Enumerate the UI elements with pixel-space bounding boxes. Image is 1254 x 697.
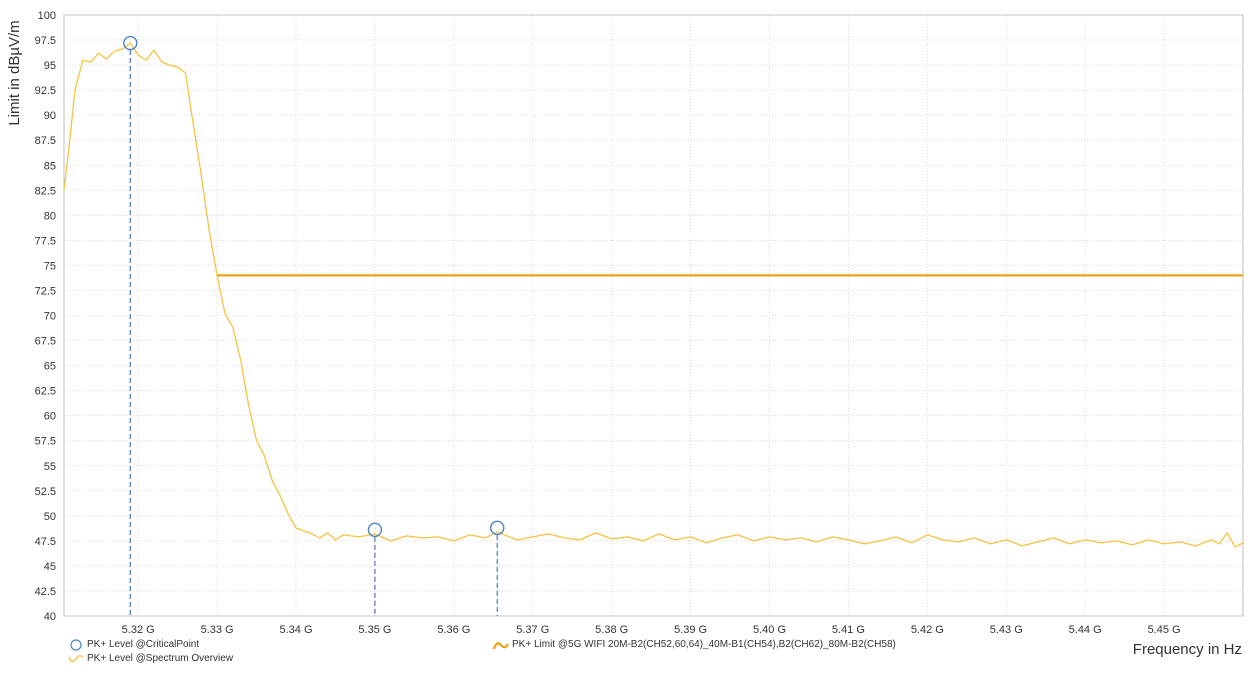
x-tick-label: 5.39 G	[674, 624, 707, 636]
legend-right: PK+ Limit @5G WIFI 20M-B2(CH52,60,64)_40…	[493, 638, 896, 652]
x-tick-label: 5.34 G	[279, 624, 312, 636]
y-tick-label: 52.5	[35, 486, 56, 498]
y-tick-label: 80	[44, 210, 56, 222]
y-tick-label: 50	[44, 511, 56, 523]
plot-area	[63, 35, 1244, 616]
legend-label-critical: PK+ Level @CriticalPoint	[87, 639, 200, 650]
x-axis-ticks: 5.32 G 5.33 G 5.34 G 5.35 G 5.36 G 5.37 G 5.38…	[122, 624, 1181, 636]
x-axis-title: Frequency in Hz	[1133, 641, 1242, 658]
y-tick-label: 40	[44, 611, 56, 623]
legend-left: PK+ Level @CriticalPoint PK+ Level @Spec…	[68, 638, 233, 666]
y-tick-label: 67.5	[35, 336, 56, 348]
y-axis-ticks: 100 97.5 95 92.5 90 87.5 85 82.5 80 77.5 75 72.5 70 6…	[35, 10, 56, 623]
legend-label-limit: PK+ Limit @5G WIFI 20M-B2(CH52,60,64)_40…	[512, 639, 896, 650]
x-tick-label: 5.35 G	[358, 624, 391, 636]
circle-marker-icon	[70, 639, 82, 651]
y-tick-label: 57.5	[35, 436, 56, 448]
line-wave-icon	[68, 655, 84, 663]
y-tick-label: 72.5	[35, 285, 56, 297]
legend-item-limit: PK+ Limit @5G WIFI 20M-B2(CH52,60,64)_40…	[493, 638, 896, 652]
y-tick-label: 55	[44, 461, 56, 473]
x-tick-label: 5.41 G	[832, 624, 865, 636]
y-tick-label: 87.5	[35, 135, 56, 147]
x-tick-label: 5.43 G	[990, 624, 1023, 636]
y-tick-label: 75	[44, 260, 56, 272]
y-tick-label: 62.5	[35, 386, 56, 398]
y-tick-label: 85	[44, 160, 56, 172]
y-tick-label: 45	[44, 561, 56, 573]
y-tick-label: 77.5	[35, 235, 56, 247]
critical-point-marker	[123, 35, 138, 51]
legend-item-critical: PK+ Level @CriticalPoint	[68, 638, 233, 652]
y-tick-label: 100	[38, 10, 56, 22]
x-tick-label: 5.37 G	[516, 624, 549, 636]
y-tick-label: 42.5	[35, 586, 56, 598]
critical-point-marker	[367, 522, 383, 538]
y-tick-label: 47.5	[35, 536, 56, 548]
grid	[63, 14, 1244, 617]
critical-point-marker	[490, 520, 505, 536]
x-tick-label: 5.32 G	[122, 624, 155, 636]
y-axis-title: Limit in dBµV/m	[6, 20, 23, 125]
x-tick-label: 5.36 G	[437, 624, 470, 636]
x-tick-label: 5.40 G	[753, 624, 786, 636]
spectrum-overview-line	[63, 42, 1244, 548]
x-tick-label: 5.45 G	[1148, 624, 1181, 636]
y-tick-label: 82.5	[35, 185, 56, 197]
y-tick-label: 95	[44, 60, 56, 72]
y-tick-label: 90	[44, 110, 56, 122]
line-wave-icon	[493, 642, 509, 650]
x-tick-label: 5.42 G	[911, 624, 944, 636]
y-tick-label: 60	[44, 411, 56, 423]
legend-label-spectrum: PK+ Level @Spectrum Overview	[87, 653, 234, 664]
x-tick-label: 5.38 G	[595, 624, 628, 636]
y-tick-label: 92.5	[35, 85, 56, 97]
y-tick-label: 65	[44, 361, 56, 373]
x-tick-label: 5.33 G	[201, 624, 234, 636]
legend-item-spectrum: PK+ Level @Spectrum Overview	[68, 652, 233, 666]
y-tick-label: 70	[44, 311, 56, 323]
y-tick-label: 97.5	[35, 35, 56, 47]
x-tick-label: 5.44 G	[1069, 624, 1102, 636]
